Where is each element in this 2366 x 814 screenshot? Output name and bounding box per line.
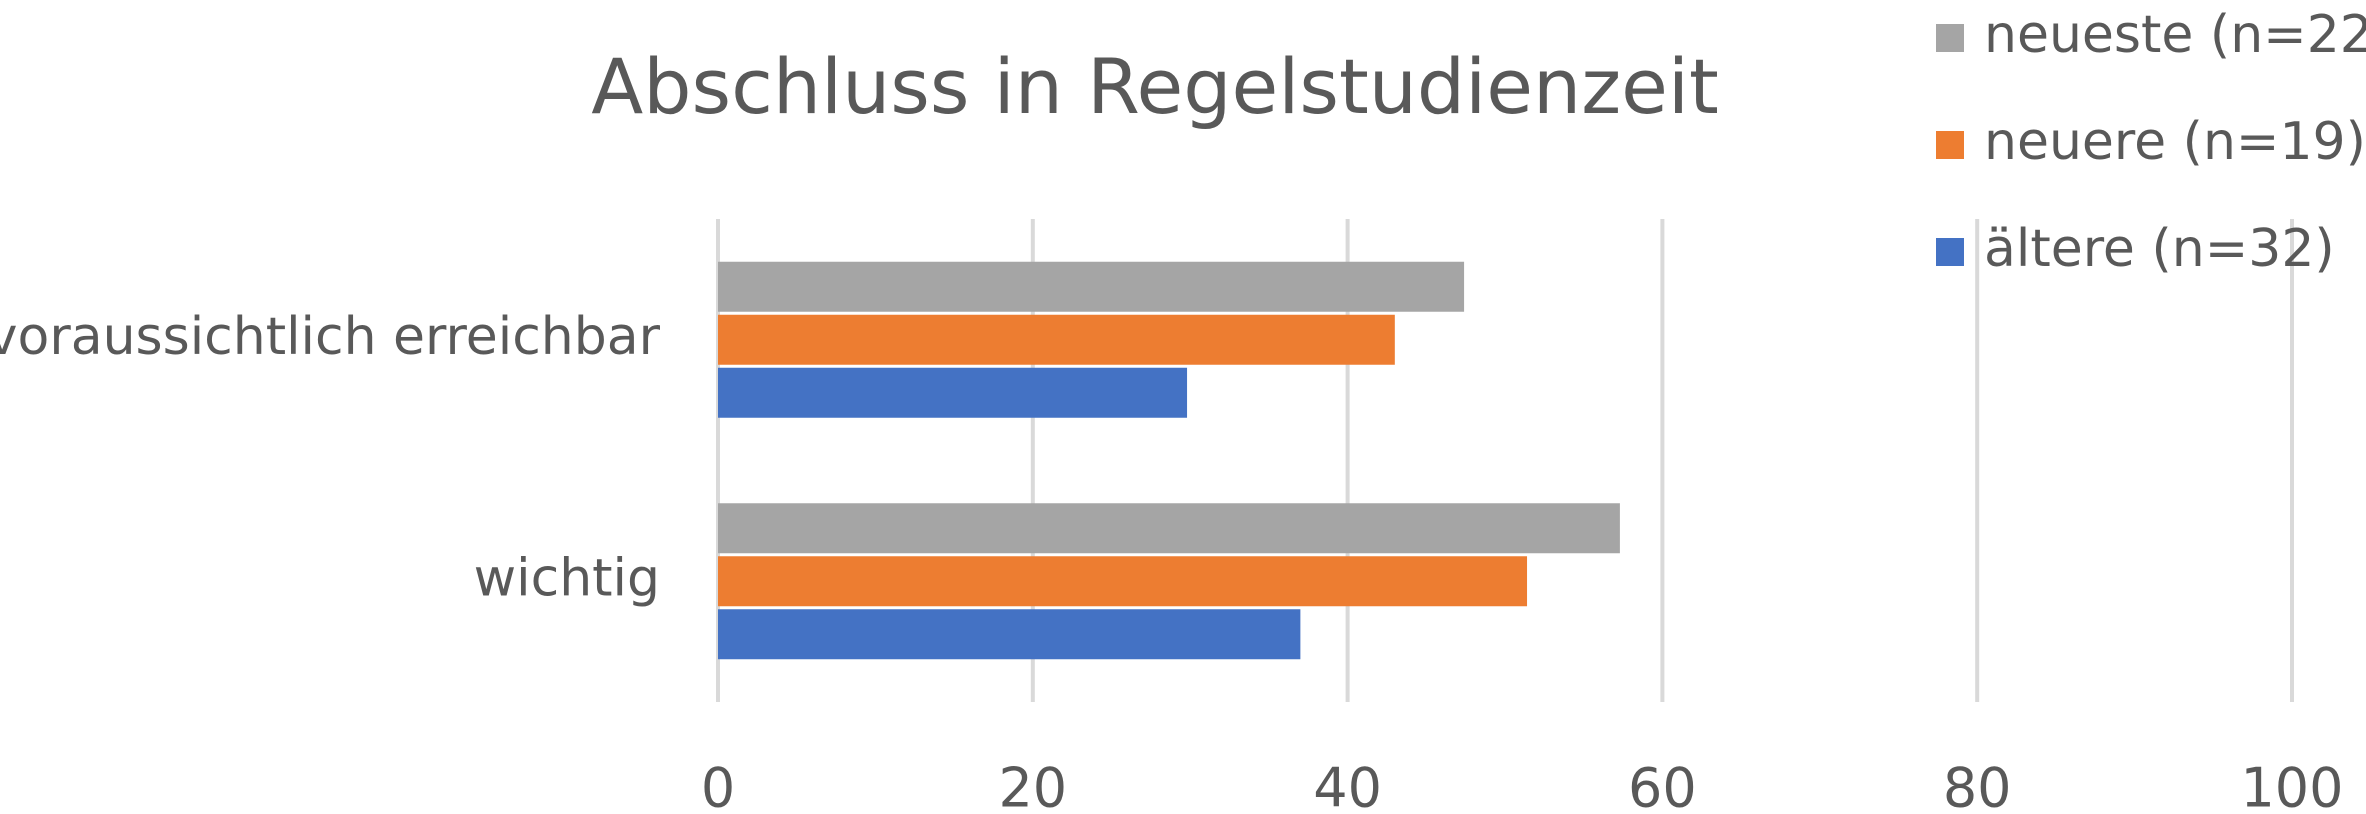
x-tick-label: 0 xyxy=(701,757,735,814)
legend-swatch xyxy=(1936,131,1964,159)
y-tick-label: wichtig xyxy=(474,548,660,608)
x-tick-label: 80 xyxy=(1943,757,2012,814)
x-tick-label: 100 xyxy=(2240,757,2343,814)
bar xyxy=(718,261,1465,312)
bar xyxy=(718,367,1188,418)
legend-swatch xyxy=(1936,238,1964,266)
bar xyxy=(718,556,1528,607)
bar xyxy=(718,609,1301,660)
y-tick-label: voraussichtlich erreichbar xyxy=(0,307,661,367)
bar xyxy=(718,314,1395,365)
legend-label: neuere (n=19) xyxy=(1984,112,2366,172)
legend-swatch xyxy=(1936,24,1964,52)
chart-title: Abschluss in Regelstudienzeit xyxy=(591,42,1719,131)
bar xyxy=(718,503,1620,554)
legend-label: ältere (n=32) xyxy=(1984,219,2335,279)
x-tick-label: 40 xyxy=(1313,757,1382,814)
x-tick-label: 60 xyxy=(1628,757,1697,814)
x-tick-label: 20 xyxy=(998,757,1067,814)
legend-label: neueste (n=22) xyxy=(1984,5,2366,65)
